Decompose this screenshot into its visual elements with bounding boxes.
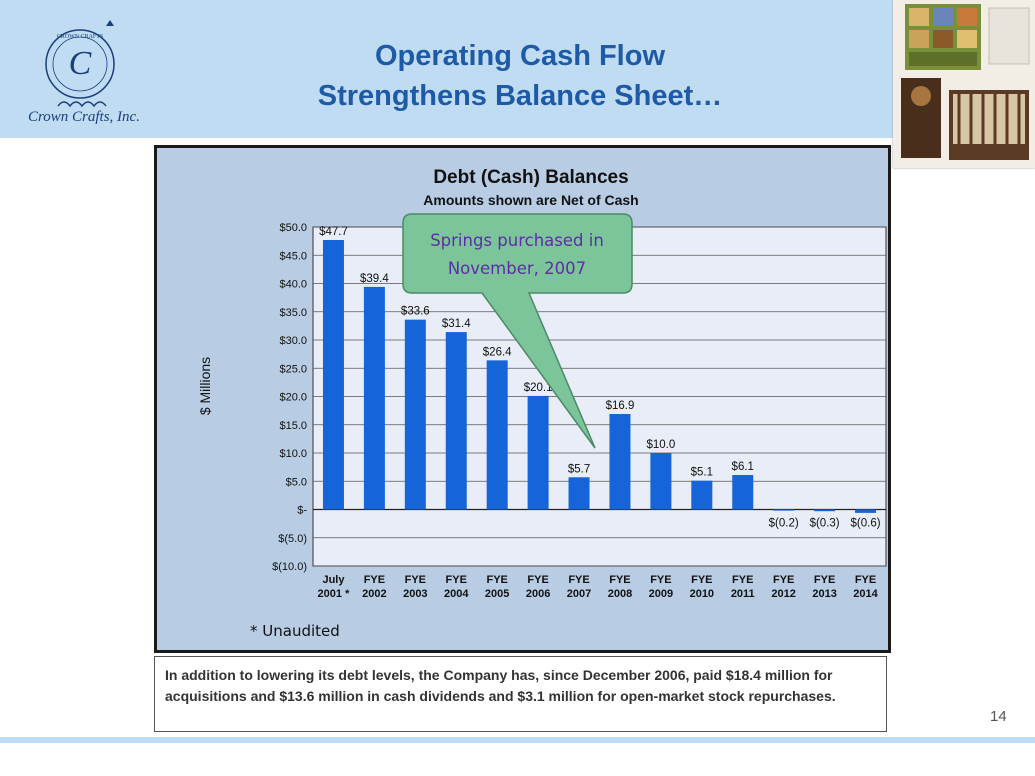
- y-axis-label: $ Millions: [197, 357, 213, 415]
- footnote-unaudited: * Unaudited: [250, 622, 340, 640]
- bar: [568, 477, 590, 510]
- chart-subtitle: Amounts shown are Net of Cash: [423, 192, 638, 208]
- x-tick-label-year: 2009: [649, 588, 673, 600]
- x-tick-label: FYE: [364, 574, 385, 586]
- page-number: 14: [990, 708, 1007, 725]
- bar: [445, 332, 467, 510]
- bar: [363, 286, 385, 510]
- data-label: $16.9: [606, 400, 635, 412]
- note-box: In addition to lowering its debt levels,…: [154, 656, 887, 732]
- header-band: [0, 0, 1035, 138]
- bar: [855, 509, 877, 513]
- x-tick-label-year: 2002: [362, 588, 386, 600]
- bar: [773, 509, 795, 511]
- callout-line-2: November, 2007: [448, 259, 586, 278]
- y-tick-label: $25.0: [279, 363, 307, 375]
- y-tick-label: $35.0: [279, 307, 307, 319]
- x-tick-label-year: 2006: [526, 588, 550, 600]
- callout-bubble: [402, 213, 633, 449]
- data-label: $47.7: [319, 226, 348, 238]
- logo-company-name: Crown Crafts, Inc.: [28, 109, 140, 125]
- x-tick-label: FYE: [650, 574, 671, 586]
- x-tick-label: FYE: [405, 574, 426, 586]
- bar: [527, 395, 549, 510]
- y-tick-label: $20.0: [279, 392, 307, 404]
- y-tick-label: $50.0: [279, 222, 307, 234]
- bar: [691, 480, 713, 510]
- y-tick-label: $15.0: [279, 420, 307, 432]
- y-tick-label: $45.0: [279, 250, 307, 262]
- bar: [609, 414, 631, 510]
- x-tick-label-year: 2007: [567, 588, 591, 600]
- x-tick-label-year: 2003: [403, 588, 427, 600]
- chart-panel: Debt (Cash) Balances Amounts shown are N…: [154, 145, 891, 653]
- x-tick-label-year: 2014: [853, 588, 878, 600]
- footer-bar: [0, 737, 1035, 743]
- x-tick-label: FYE: [814, 574, 835, 586]
- x-tick-label: FYE: [691, 574, 712, 586]
- data-label: $10.0: [647, 439, 676, 451]
- data-label: $(0.6): [851, 518, 881, 530]
- data-label: $6.1: [732, 461, 754, 473]
- svg-text:CROWN CRAFTS: CROWN CRAFTS: [57, 34, 104, 40]
- y-tick-label: $40.0: [279, 279, 307, 291]
- x-tick-label: FYE: [486, 574, 507, 586]
- callout-line-1: Springs purchased in: [430, 231, 604, 250]
- bar: [322, 239, 344, 510]
- x-tick-label: FYE: [773, 574, 794, 586]
- bar: [814, 509, 836, 512]
- x-tick-label: FYE: [732, 574, 753, 586]
- x-tick-label-year: 2012: [771, 588, 795, 600]
- chart-title: Debt (Cash) Balances: [433, 167, 628, 188]
- data-label: $5.1: [691, 467, 713, 479]
- slide-title: Operating Cash Flow Strengthens Balance …: [240, 36, 800, 116]
- x-tick-label-year: 2011: [731, 588, 755, 600]
- y-tick-label: $-: [297, 505, 307, 517]
- bar: [650, 453, 672, 510]
- bar: [404, 319, 426, 510]
- bar: [486, 360, 508, 510]
- y-tick-label: $30.0: [279, 335, 307, 347]
- x-tick-label-year: 2004: [444, 588, 469, 600]
- svg-text:C: C: [69, 45, 92, 82]
- data-label: $20.1: [524, 382, 553, 394]
- data-label: $(0.3): [810, 518, 840, 530]
- x-tick-label: FYE: [568, 574, 589, 586]
- x-tick-label: FYE: [855, 574, 876, 586]
- data-label: $33.6: [401, 306, 430, 318]
- x-tick-label: July: [322, 574, 345, 586]
- title-line-1: Operating Cash Flow: [374, 40, 666, 72]
- x-tick-label: FYE: [609, 574, 630, 586]
- x-tick-label-year: 2013: [812, 588, 836, 600]
- y-tick-label: $(5.0): [278, 533, 307, 545]
- data-label: $26.4: [483, 346, 512, 358]
- nursery-photo: [893, 0, 1035, 168]
- note-text: In addition to lowering its debt levels,…: [165, 667, 836, 704]
- data-label: $5.7: [568, 463, 590, 475]
- crown-crafts-logo: C CROWN CRAFTS: [45, 20, 115, 108]
- y-tick-label: $5.0: [286, 476, 307, 488]
- x-tick-label-year: 2010: [690, 588, 714, 600]
- bar: [732, 475, 754, 510]
- x-tick-label-year: 2008: [608, 588, 632, 600]
- data-label: $(0.2): [769, 518, 799, 530]
- title-line-2: Strengthens Balance Sheet…: [317, 80, 723, 112]
- debt-balance-chart: Debt (Cash) Balances Amounts shown are N…: [197, 167, 887, 640]
- y-tick-label: $(10.0): [272, 561, 307, 573]
- x-tick-label-year: 2001 *: [318, 588, 351, 600]
- x-tick-label-year: 2005: [485, 588, 509, 600]
- data-label: $39.4: [360, 273, 389, 285]
- y-tick-label: $10.0: [279, 448, 307, 460]
- x-tick-label: FYE: [527, 574, 548, 586]
- x-tick-label: FYE: [446, 574, 467, 586]
- data-label: $31.4: [442, 318, 471, 330]
